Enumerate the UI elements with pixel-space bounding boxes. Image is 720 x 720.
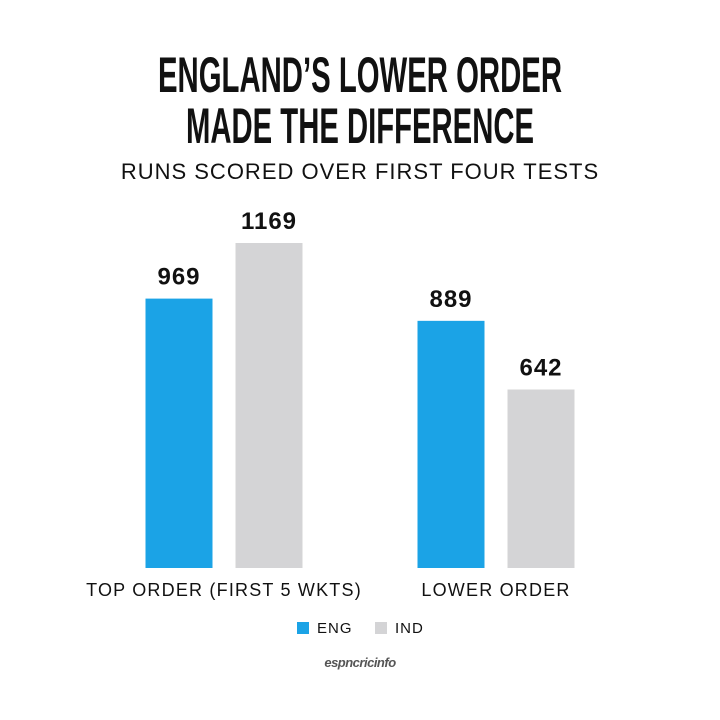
x-tick-label: TOP ORDER (FIRST 5 WKTS) bbox=[86, 580, 362, 600]
source: espncricinfo bbox=[324, 655, 396, 670]
bar bbox=[235, 243, 303, 568]
value-label: 969 bbox=[157, 264, 200, 291]
legend-label: ENG bbox=[317, 620, 353, 637]
chart-subtitle: RUNS SCORED OVER FIRST FOUR TESTS bbox=[121, 159, 599, 184]
bar bbox=[507, 389, 575, 568]
legend-label: IND bbox=[395, 620, 424, 637]
bar bbox=[145, 298, 213, 568]
bar bbox=[417, 320, 485, 568]
x-tick-label: LOWER ORDER bbox=[421, 580, 570, 600]
legend-swatch bbox=[375, 622, 387, 634]
chart-title: ENGLAND’S LOWER ORDER bbox=[158, 47, 562, 103]
value-label: 1169 bbox=[241, 208, 297, 235]
chart-title: MADE THE DIFFERENCE bbox=[186, 98, 534, 154]
value-label: 642 bbox=[519, 355, 562, 382]
legend-swatch bbox=[297, 622, 309, 634]
value-label: 889 bbox=[429, 286, 472, 313]
